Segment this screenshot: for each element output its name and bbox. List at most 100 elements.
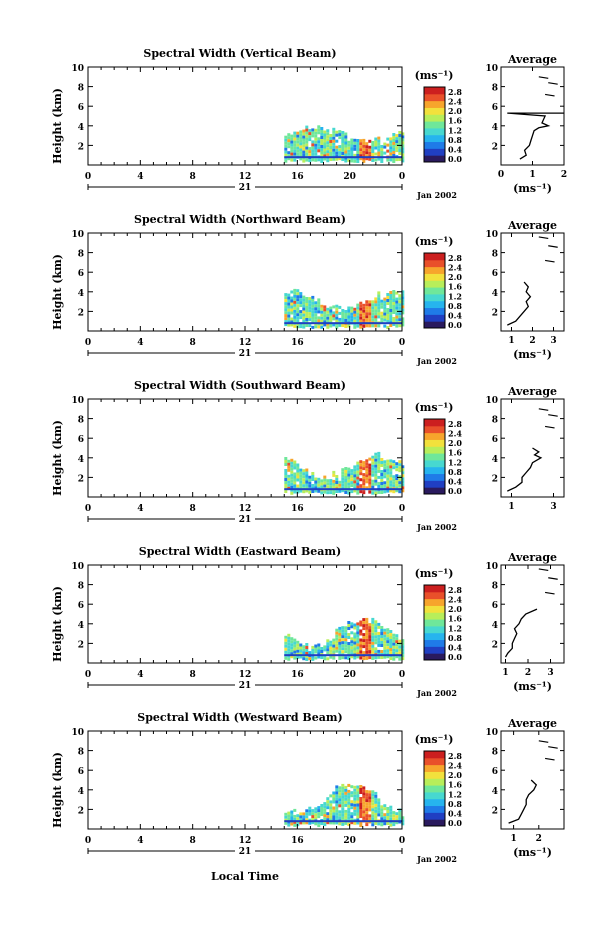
heatmap-cell [305, 143, 309, 147]
average-x-tick-label: 3 [550, 502, 556, 512]
heatmap-cell [383, 807, 387, 811]
colorbar-tick-label: 0.0 [448, 320, 462, 330]
heatmap-cell [374, 491, 378, 495]
heatmap-cell [365, 817, 369, 821]
heatmap-cell [389, 657, 393, 660]
heatmap-cell [383, 303, 387, 307]
heatmap-cell [326, 800, 330, 804]
heatmap-cell [329, 794, 333, 798]
heatmap-cell [329, 324, 333, 328]
heatmap-cell [326, 307, 330, 311]
heatmap-cell [299, 133, 303, 137]
heatmap-cell [374, 137, 378, 141]
heatmap-cell [377, 622, 381, 626]
heatmap-cell [344, 797, 348, 801]
heatmap-cell [383, 634, 387, 638]
heatmap-cell [299, 295, 303, 299]
heatmap-cell [326, 657, 330, 661]
heatmap-cell [284, 481, 288, 484]
heatmap-cell [359, 466, 363, 470]
heatmap-cell [290, 458, 294, 462]
heatmap-cell [314, 477, 318, 481]
heatmap-cell [287, 636, 291, 640]
heatmap-cell [344, 632, 348, 636]
heatmap-cell [368, 805, 372, 809]
heatmap-cell [371, 650, 375, 654]
heatmap-cell [341, 146, 345, 149]
average-y-tick-label: 4 [492, 123, 498, 133]
heatmap-cell [287, 133, 291, 137]
heatmap-cell [377, 136, 381, 140]
heatmap-cell [395, 643, 399, 647]
heatmap-cell [386, 299, 390, 302]
heatmap-cell [290, 305, 294, 309]
heatmap-cell [398, 143, 402, 146]
heatmap-cell [368, 647, 372, 651]
heatmap-cell [311, 298, 315, 302]
heatmap-cell [386, 314, 390, 317]
heatmap-cell [314, 650, 318, 654]
heatmap-cell [365, 650, 369, 654]
heatmap-cell [377, 801, 381, 805]
heatmap-cell [395, 646, 399, 650]
heatmap-cell [398, 312, 402, 316]
heatmap-cell [347, 324, 351, 328]
y-axis-label: Height (km) [51, 88, 64, 164]
heatmap-cell [287, 477, 291, 481]
heatmap-cell [371, 641, 375, 645]
heatmap-cell [341, 638, 345, 642]
heatmap-cell [344, 800, 348, 804]
heatmap-cell [386, 462, 390, 466]
heatmap-cell [359, 650, 363, 654]
heatmap-cell [329, 306, 333, 310]
heatmap-cell [371, 656, 375, 660]
heatmap-cell [368, 300, 372, 304]
heatmap-cell [353, 791, 357, 795]
heatmap-cell [299, 325, 303, 329]
heatmap-cell [359, 656, 363, 660]
heatmap-cell [344, 319, 348, 322]
heatmap-cell [383, 490, 387, 494]
heatmap-cell [362, 315, 366, 319]
heatmap-cell [317, 652, 321, 656]
heatmap-cell [383, 643, 387, 647]
heatmap-cell [326, 144, 330, 148]
heatmap-cell [362, 642, 366, 646]
heatmap-cell [395, 146, 399, 150]
heatmap-cell [290, 311, 294, 315]
heatmap-cell [374, 309, 378, 313]
heatmap-cell [386, 468, 390, 472]
y-tick-label: 2 [78, 806, 84, 816]
colorbar-segment [424, 751, 445, 759]
heatmap-cell [365, 811, 369, 815]
heatmap-cell [290, 488, 294, 492]
heatmap-cell [323, 823, 327, 827]
heatmap-cell [365, 635, 369, 639]
heatmap-cell [350, 484, 354, 488]
heatmap-cell [377, 142, 381, 146]
heatmap-cell [368, 656, 372, 660]
x-tick-label: 8 [190, 338, 196, 348]
colorbar-segment [424, 432, 445, 440]
heatmap-cell [371, 814, 375, 818]
heatmap-cell [326, 316, 330, 320]
heatmap-cell [344, 310, 348, 313]
heatmap-cell [392, 317, 396, 320]
heatmap-cell [374, 152, 378, 156]
colorbar-tick-label: 2.8 [448, 87, 462, 97]
heatmap-cell [380, 650, 384, 653]
heatmap-cell [368, 635, 372, 639]
x-tick-label: 8 [190, 670, 196, 680]
heatmap-cell [335, 788, 339, 792]
heatmap-cell [338, 810, 342, 814]
heatmap-cell [290, 140, 294, 144]
heatmap-cell [344, 656, 348, 660]
heatmap-cell [401, 489, 405, 493]
heatmap-cell [365, 474, 369, 478]
heatmap-cell [389, 651, 393, 654]
panel-title: Spectral Width (Westward Beam) [137, 711, 342, 724]
heatmap-cell [398, 651, 402, 655]
heatmap-cell [284, 460, 288, 463]
heatmap-cell [353, 788, 357, 792]
heatmap-cell [371, 150, 375, 153]
